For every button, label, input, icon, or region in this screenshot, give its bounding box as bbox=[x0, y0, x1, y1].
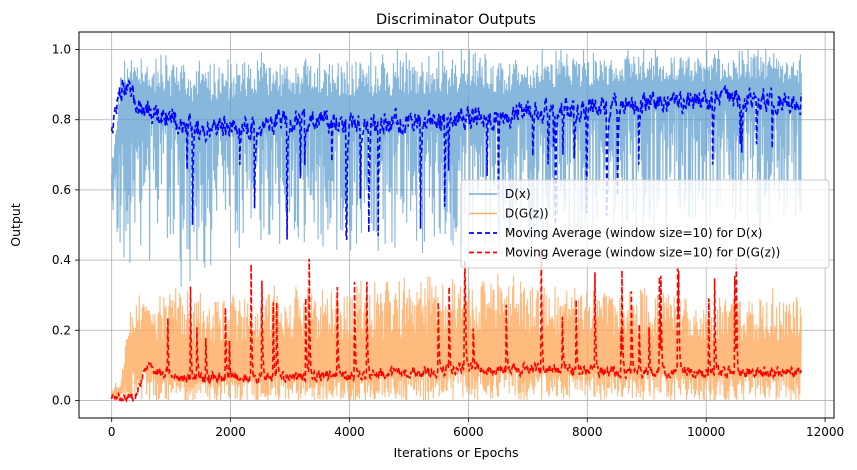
y-tick-label: 1.0 bbox=[52, 43, 71, 57]
series-layer bbox=[110, 49, 803, 403]
legend: D(x) D(G(z)) Moving Average (window size=1… bbox=[460, 179, 830, 269]
y-axis-ticks: 0.0 0.2 0.4 0.6 0.8 1.0 bbox=[52, 43, 79, 407]
x-tick-label: 10000 bbox=[687, 425, 725, 439]
legend-label: Moving Average (window size=10) for D(G(… bbox=[505, 246, 780, 260]
x-tick-label: 2000 bbox=[215, 425, 246, 439]
y-axis-title: Output bbox=[8, 203, 23, 247]
x-tick-label: 4000 bbox=[334, 425, 365, 439]
legend-label: D(x) bbox=[505, 187, 531, 201]
x-tick-label: 0 bbox=[108, 425, 116, 439]
y-tick-label: 0.6 bbox=[52, 183, 71, 197]
series-ma-dx-line bbox=[110, 76, 803, 240]
series-ma-dgz-line bbox=[110, 248, 803, 403]
x-axis-ticks: 0 2000 4000 6000 8000 10000 12000 bbox=[108, 418, 844, 439]
legend-box bbox=[460, 179, 830, 269]
legend-label: Moving Average (window size=10) for D(x) bbox=[505, 226, 762, 240]
plot-frame bbox=[78, 31, 835, 419]
x-tick-label: 6000 bbox=[453, 425, 484, 439]
y-tick-label: 0.2 bbox=[52, 323, 71, 337]
chart-title: Discriminator Outputs bbox=[376, 12, 536, 28]
x-tick-label: 12000 bbox=[806, 425, 844, 439]
y-tick-label: 0.0 bbox=[52, 393, 71, 407]
y-tick-label: 0.4 bbox=[52, 253, 71, 267]
x-axis-title: Iterations or Epochs bbox=[393, 445, 518, 460]
y-tick-label: 0.8 bbox=[52, 113, 71, 127]
legend-label: D(G(z)) bbox=[505, 207, 549, 221]
x-tick-label: 8000 bbox=[572, 425, 603, 439]
